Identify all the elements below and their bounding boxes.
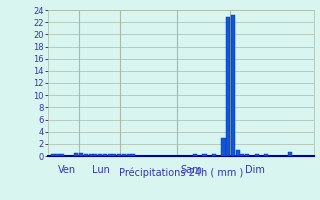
Bar bbox=[127, 154, 131, 156]
Bar bbox=[112, 154, 116, 156]
Text: Dim: Dim bbox=[245, 165, 265, 175]
Bar bbox=[103, 154, 107, 156]
Bar bbox=[226, 17, 230, 156]
Bar bbox=[108, 154, 112, 156]
Bar bbox=[51, 154, 55, 156]
Bar bbox=[288, 152, 292, 156]
Bar bbox=[89, 154, 93, 156]
Bar bbox=[79, 153, 83, 156]
Bar bbox=[122, 154, 126, 156]
Bar bbox=[55, 154, 60, 156]
Bar bbox=[245, 154, 249, 156]
Bar bbox=[255, 154, 259, 156]
Bar bbox=[240, 154, 244, 156]
Bar bbox=[221, 138, 226, 156]
Text: Lun: Lun bbox=[92, 165, 110, 175]
Bar bbox=[264, 154, 268, 156]
Bar bbox=[117, 154, 121, 156]
X-axis label: Précipitations 24h ( mm ): Précipitations 24h ( mm ) bbox=[119, 167, 243, 178]
Bar bbox=[231, 15, 235, 156]
Bar bbox=[93, 154, 98, 156]
Bar bbox=[60, 154, 64, 156]
Bar bbox=[193, 154, 197, 156]
Bar bbox=[75, 153, 78, 156]
Text: Sam: Sam bbox=[180, 165, 202, 175]
Bar bbox=[98, 154, 102, 156]
Bar bbox=[131, 154, 135, 156]
Bar bbox=[203, 154, 206, 156]
Bar bbox=[84, 154, 88, 156]
Bar bbox=[236, 150, 240, 156]
Bar bbox=[212, 154, 216, 156]
Text: Ven: Ven bbox=[58, 165, 76, 175]
